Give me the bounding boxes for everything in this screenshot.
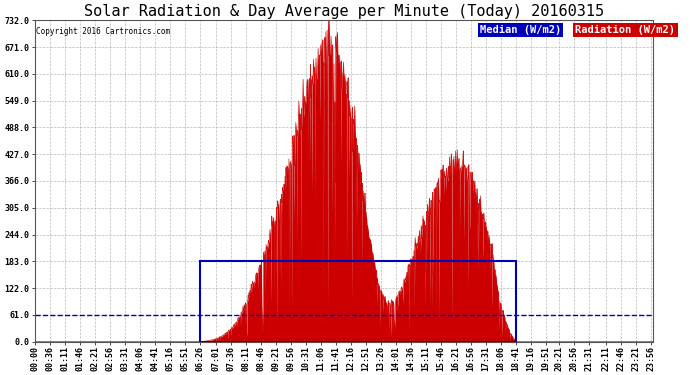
Text: Copyright 2016 Cartronics.com: Copyright 2016 Cartronics.com [36, 27, 170, 36]
Text: Radiation (W/m2): Radiation (W/m2) [575, 25, 676, 35]
Text: Median (W/m2): Median (W/m2) [480, 25, 561, 35]
Title: Solar Radiation & Day Average per Minute (Today) 20160315: Solar Radiation & Day Average per Minute… [83, 4, 604, 19]
Bar [201, 261, 516, 342]
